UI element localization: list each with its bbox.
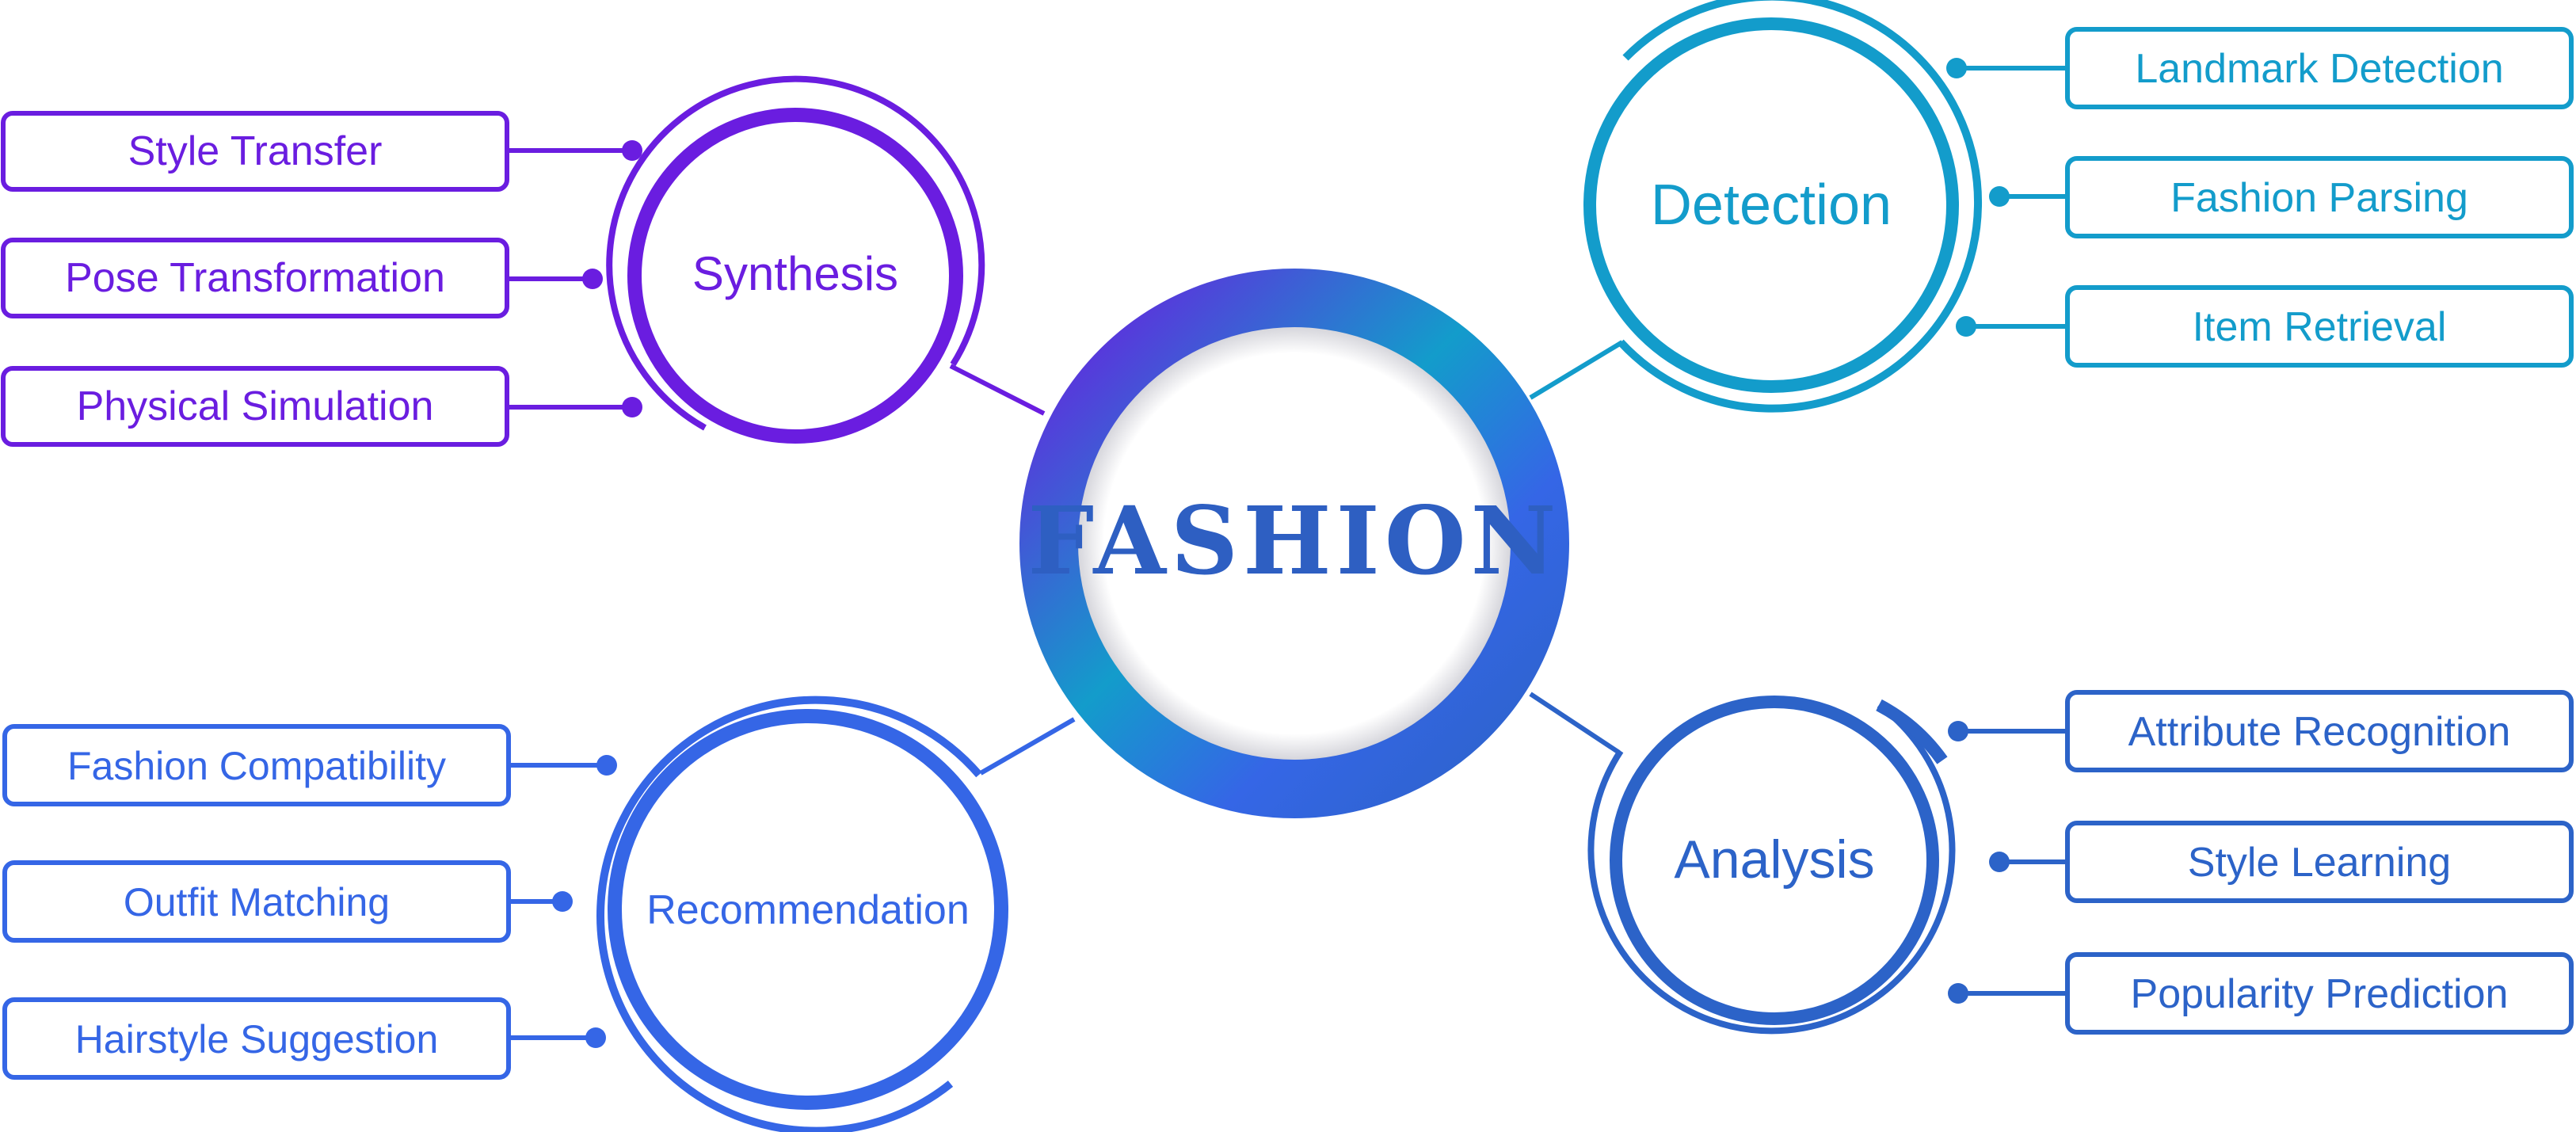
analysis-item-style-learning[interactable]: Style Learning <box>2065 821 2574 903</box>
item-label: Popularity Prediction <box>2131 971 2509 1017</box>
center-hub: FASHION <box>1019 269 1569 818</box>
branch-dot <box>1948 721 1968 741</box>
item-label: Pose Transformation <box>65 255 445 301</box>
branch-dot <box>622 397 642 417</box>
recommendation-title: Recommendation <box>646 887 970 933</box>
branch-dot <box>582 269 603 289</box>
branch-dot <box>1989 186 2010 207</box>
item-label: Item Retrieval <box>2193 304 2447 350</box>
recommendation-item-fashion-compatibility[interactable]: Fashion Compatibility <box>2 724 511 806</box>
topic-recommendation: Recommendation <box>596 696 1008 1132</box>
branch-dot <box>1989 852 2010 872</box>
analysis-title: Analysis <box>1674 829 1874 890</box>
item-label: Style Learning <box>2188 840 2451 886</box>
topic-analysis: Analysis <box>1587 696 1956 1035</box>
branch-dot <box>585 1027 606 1048</box>
synthesis-item-physical-simulation[interactable]: Physical Simulation <box>1 366 509 447</box>
synthesis-branches <box>507 140 642 417</box>
detection-item-item-retrieval[interactable]: Item Retrieval <box>2065 285 2574 368</box>
recommendation-branches <box>507 755 617 1048</box>
branch-dot <box>622 140 642 161</box>
topic-synthesis: Synthesis <box>606 75 985 444</box>
detection-title: Detection <box>1651 173 1892 237</box>
detection-item-fashion-parsing[interactable]: Fashion Parsing <box>2065 156 2574 238</box>
branch-dot <box>1948 983 1968 1004</box>
synthesis-item-pose-transformation[interactable]: Pose Transformation <box>1 238 509 318</box>
item-label: Hairstyle Suggestion <box>75 1017 439 1061</box>
connector-recommendation <box>979 717 1076 776</box>
item-label: Landmark Detection <box>2135 46 2503 92</box>
recommendation-item-outfit-matching[interactable]: Outfit Matching <box>2 860 511 943</box>
recommendation-item-hairstyle-suggestion[interactable]: Hairstyle Suggestion <box>2 997 511 1080</box>
detection-item-landmark-detection[interactable]: Landmark Detection <box>2065 27 2574 109</box>
item-label: Outfit Matching <box>124 880 390 924</box>
center-title: FASHION <box>1028 486 1561 596</box>
item-label: Attribute Recognition <box>2128 709 2511 755</box>
topic-detection: Detection <box>1583 0 1983 413</box>
branch-dot <box>1956 316 1976 337</box>
item-label: Physical Simulation <box>77 383 434 429</box>
synthesis-item-style-transfer[interactable]: Style Transfer <box>1 111 509 192</box>
detection-branches <box>1946 58 2067 337</box>
branch-dot <box>596 755 617 776</box>
connector-synthesis <box>949 364 1046 416</box>
branch-dot <box>552 891 573 912</box>
item-label: Fashion Compatibility <box>67 744 446 788</box>
analysis-item-attribute-recognition[interactable]: Attribute Recognition <box>2065 690 2574 772</box>
connector-analysis <box>1529 692 1621 755</box>
analysis-item-popularity-prediction[interactable]: Popularity Prediction <box>2065 952 2574 1035</box>
item-label: Fashion Parsing <box>2170 175 2468 221</box>
item-label: Style Transfer <box>128 128 383 174</box>
connector-detection <box>1529 340 1624 400</box>
branch-dot <box>1946 58 1967 78</box>
analysis-branches <box>1948 721 2067 1004</box>
synthesis-title: Synthesis <box>692 247 898 300</box>
